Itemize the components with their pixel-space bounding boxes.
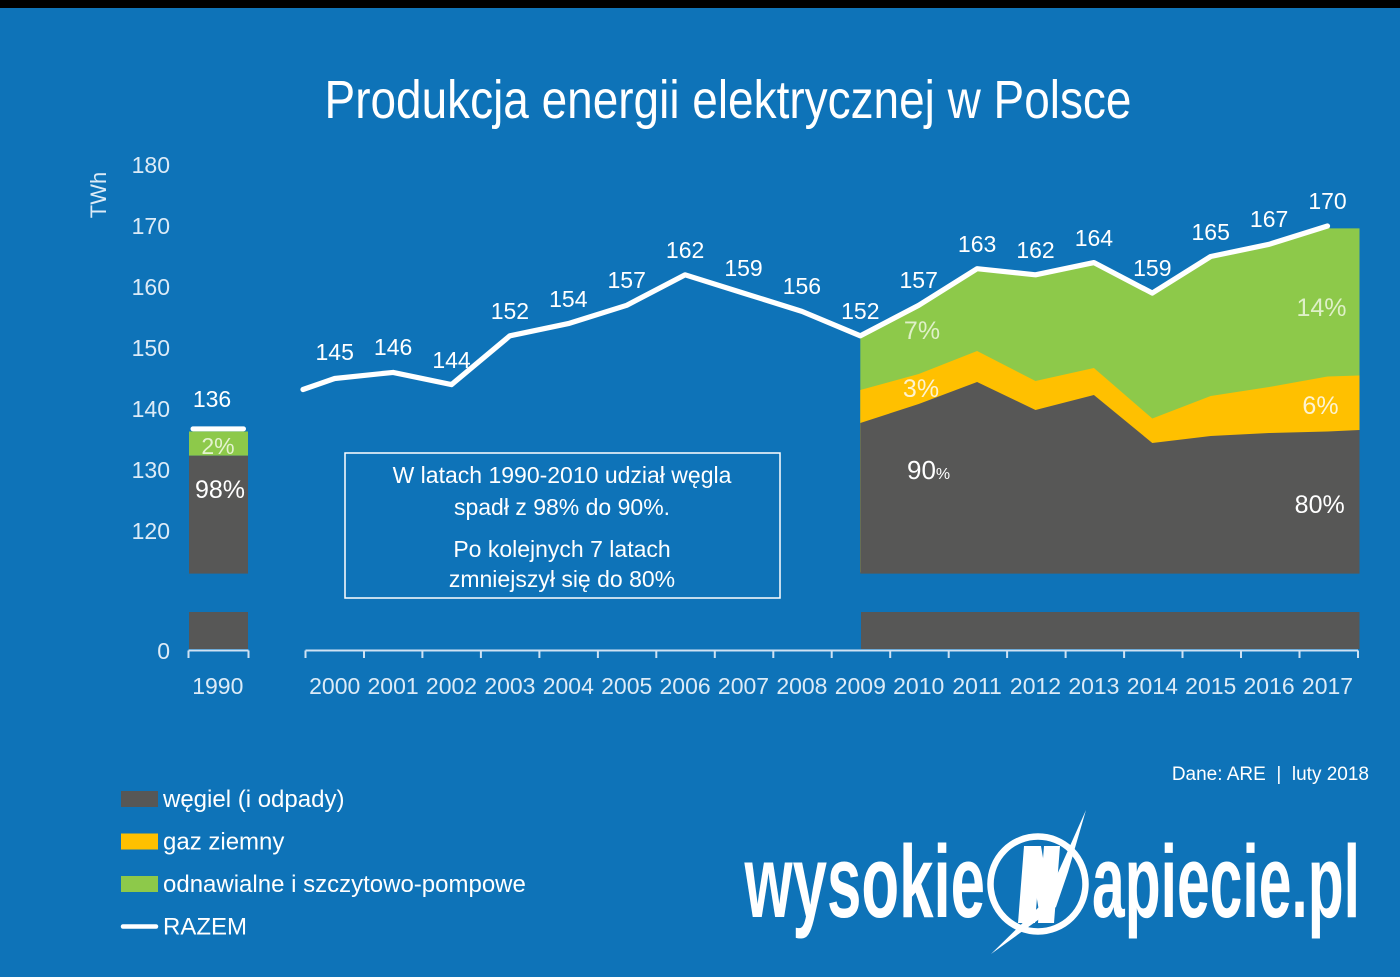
svg-text:Po kolejnych 7 latach: Po kolejnych 7 latach bbox=[453, 536, 670, 562]
svg-text:1990: 1990 bbox=[192, 673, 243, 699]
svg-text:157: 157 bbox=[608, 267, 646, 293]
svg-text:160: 160 bbox=[132, 274, 170, 300]
svg-text:wysokie: wysokie bbox=[744, 824, 985, 939]
svg-text:2004: 2004 bbox=[543, 673, 594, 699]
svg-text:170: 170 bbox=[132, 213, 170, 239]
svg-text:80%: 80% bbox=[1295, 491, 1345, 519]
svg-text:14%: 14% bbox=[1296, 294, 1346, 322]
svg-text:RAZEM: RAZEM bbox=[163, 914, 247, 941]
svg-text:162: 162 bbox=[666, 237, 704, 263]
svg-text:odnawialne i szczytowo-pompowe: odnawialne i szczytowo-pompowe bbox=[163, 871, 526, 898]
svg-text:2005: 2005 bbox=[601, 673, 652, 699]
svg-text:145: 145 bbox=[316, 339, 354, 365]
svg-text:apiecie.pl: apiecie.pl bbox=[1092, 824, 1360, 939]
svg-text:150: 150 bbox=[132, 335, 170, 361]
svg-text:2003: 2003 bbox=[484, 673, 535, 699]
svg-text:0: 0 bbox=[157, 638, 170, 664]
svg-text:W latach 1990-2010 udział węgl: W latach 1990-2010 udział węgla bbox=[393, 462, 732, 488]
svg-text:144: 144 bbox=[432, 347, 471, 373]
svg-text:146: 146 bbox=[374, 334, 412, 360]
svg-text:152: 152 bbox=[491, 298, 529, 324]
svg-text:136: 136 bbox=[193, 386, 231, 412]
svg-text:2009: 2009 bbox=[835, 673, 886, 699]
svg-text:gaz ziemny: gaz ziemny bbox=[163, 829, 284, 856]
svg-text:159: 159 bbox=[1133, 255, 1171, 281]
svg-text:2001: 2001 bbox=[368, 673, 419, 699]
svg-text:156: 156 bbox=[783, 273, 821, 299]
svg-text:2015: 2015 bbox=[1185, 673, 1236, 699]
svg-text:6%: 6% bbox=[1302, 392, 1338, 420]
svg-text:2013: 2013 bbox=[1068, 673, 1119, 699]
svg-text:90%: 90% bbox=[907, 455, 950, 485]
svg-text:Produkcja energii elektrycznej: Produkcja energii elektrycznej w Polsce bbox=[325, 70, 1132, 130]
svg-text:170: 170 bbox=[1308, 188, 1346, 214]
svg-text:węgiel (i odpady): węgiel (i odpady) bbox=[162, 786, 344, 813]
svg-text:2016: 2016 bbox=[1244, 673, 1295, 699]
svg-text:130: 130 bbox=[132, 457, 170, 483]
svg-text:2017: 2017 bbox=[1302, 673, 1353, 699]
svg-text:TWh: TWh bbox=[86, 172, 111, 218]
svg-text:2008: 2008 bbox=[776, 673, 827, 699]
svg-text:164: 164 bbox=[1075, 225, 1114, 251]
svg-text:2006: 2006 bbox=[660, 673, 711, 699]
svg-text:2011: 2011 bbox=[952, 673, 1001, 699]
svg-text:7%: 7% bbox=[904, 317, 940, 345]
svg-text:140: 140 bbox=[132, 396, 170, 422]
svg-text:163: 163 bbox=[958, 231, 996, 257]
svg-text:154: 154 bbox=[549, 286, 588, 312]
svg-text:2007: 2007 bbox=[718, 673, 769, 699]
svg-text:spadł z 98% do 90%.: spadł z 98% do 90%. bbox=[454, 494, 670, 520]
svg-text:3%: 3% bbox=[903, 375, 939, 403]
svg-text:2012: 2012 bbox=[1010, 673, 1061, 699]
svg-text:Dane: ARE | luty 2018: Dane: ARE | luty 2018 bbox=[1172, 764, 1369, 785]
svg-text:zmniejszył się do 80%: zmniejszył się do 80% bbox=[449, 566, 675, 592]
svg-text:152: 152 bbox=[841, 298, 879, 324]
svg-text:157: 157 bbox=[900, 267, 938, 293]
svg-text:2%: 2% bbox=[201, 433, 234, 459]
svg-text:2002: 2002 bbox=[426, 673, 477, 699]
svg-text:180: 180 bbox=[132, 152, 170, 178]
svg-text:2010: 2010 bbox=[893, 673, 944, 699]
svg-text:2014: 2014 bbox=[1127, 673, 1178, 699]
svg-text:162: 162 bbox=[1016, 237, 1054, 263]
svg-text:159: 159 bbox=[724, 255, 762, 281]
svg-text:165: 165 bbox=[1192, 219, 1230, 245]
svg-text:2000: 2000 bbox=[309, 673, 360, 699]
svg-text:98%: 98% bbox=[195, 476, 245, 504]
svg-text:167: 167 bbox=[1250, 206, 1288, 232]
svg-text:120: 120 bbox=[132, 518, 170, 544]
